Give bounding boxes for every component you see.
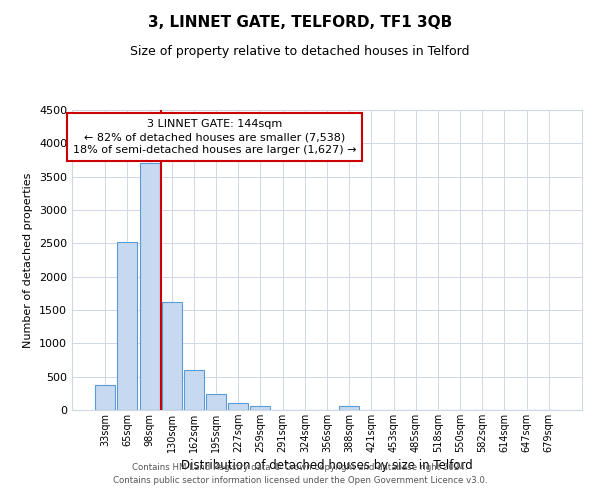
Bar	[250, 406, 271, 410]
Bar	[206, 394, 226, 410]
Bar	[140, 164, 160, 410]
Bar	[228, 404, 248, 410]
Bar	[339, 406, 359, 410]
Y-axis label: Number of detached properties: Number of detached properties	[23, 172, 34, 348]
X-axis label: Distribution of detached houses by size in Telford: Distribution of detached houses by size …	[181, 459, 473, 472]
Text: Size of property relative to detached houses in Telford: Size of property relative to detached ho…	[130, 45, 470, 58]
Bar	[118, 242, 137, 410]
Text: Contains HM Land Registry data © Crown copyright and database right 2024.
Contai: Contains HM Land Registry data © Crown c…	[113, 464, 487, 485]
Text: 3, LINNET GATE, TELFORD, TF1 3QB: 3, LINNET GATE, TELFORD, TF1 3QB	[148, 15, 452, 30]
Bar	[95, 384, 115, 410]
Bar	[162, 302, 182, 410]
Text: 3 LINNET GATE: 144sqm
← 82% of detached houses are smaller (7,538)
18% of semi-d: 3 LINNET GATE: 144sqm ← 82% of detached …	[73, 119, 356, 156]
Bar	[184, 370, 204, 410]
